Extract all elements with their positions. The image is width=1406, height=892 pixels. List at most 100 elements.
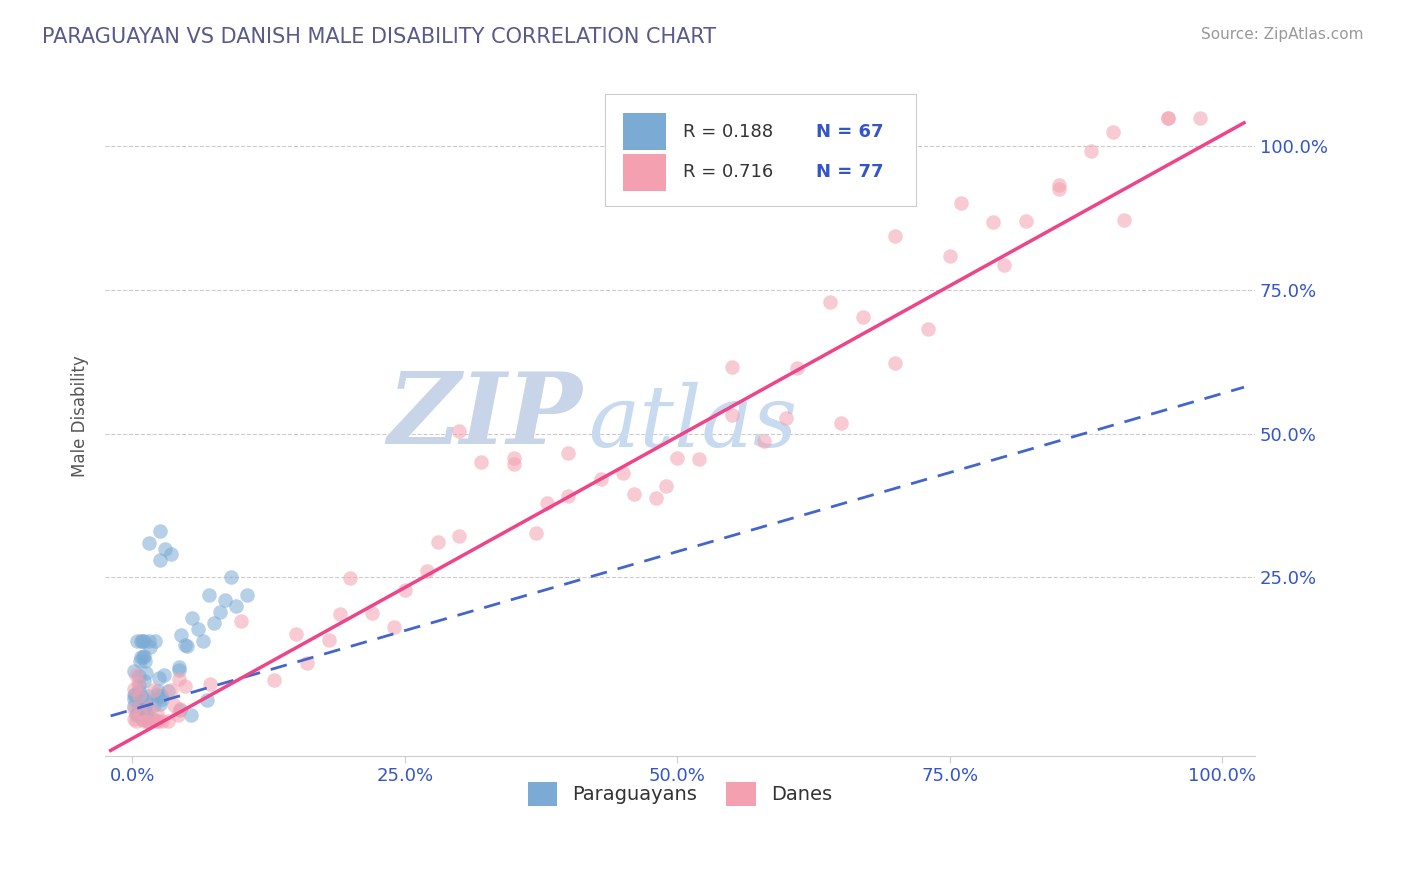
Text: R = 0.188: R = 0.188 [683, 123, 773, 141]
Point [231, 614, 253, 628]
Point [135, 692, 157, 706]
Point [132, 673, 155, 688]
Point [1157, 111, 1180, 125]
Text: R = 0.716: R = 0.716 [683, 163, 773, 181]
Point [644, 491, 666, 506]
Point [134, 714, 156, 728]
Point [143, 698, 166, 713]
Point [938, 249, 960, 263]
Text: PARAGUAYAN VS DANISH MALE DISABILITY CORRELATION CHART: PARAGUAYAN VS DANISH MALE DISABILITY COR… [42, 27, 716, 46]
Point [557, 489, 579, 503]
Point [449, 424, 471, 438]
Point [156, 714, 179, 728]
Point [295, 656, 318, 670]
Point [136, 714, 159, 728]
Point [127, 633, 149, 648]
Point [134, 654, 156, 668]
Point [169, 672, 191, 686]
Point [128, 705, 150, 719]
Point [208, 605, 231, 619]
Point [981, 215, 1004, 229]
Point [122, 689, 145, 703]
Point [1102, 125, 1125, 139]
Point [122, 699, 145, 714]
Point [146, 688, 169, 702]
Point [830, 416, 852, 430]
Point [125, 668, 148, 682]
Point [524, 526, 547, 541]
Point [134, 701, 156, 715]
Point [124, 687, 146, 701]
Point [159, 548, 181, 562]
Point [502, 458, 524, 472]
Point [623, 487, 645, 501]
Point [138, 700, 160, 714]
Point [1157, 111, 1180, 125]
Point [557, 445, 579, 459]
Point [470, 455, 492, 469]
Point [150, 690, 173, 704]
Point [426, 534, 449, 549]
Point [666, 450, 689, 465]
Point [136, 714, 159, 728]
Point [176, 640, 198, 654]
Point [339, 571, 361, 585]
Point [688, 452, 710, 467]
Point [149, 697, 172, 711]
Point [1189, 111, 1212, 125]
Point [1114, 213, 1136, 227]
Point [169, 659, 191, 673]
Point [150, 714, 173, 728]
Point [146, 684, 169, 698]
Point [187, 622, 209, 636]
Point [163, 698, 186, 712]
Point [169, 703, 191, 717]
Point [263, 673, 285, 688]
Point [884, 356, 907, 370]
Point [536, 496, 558, 510]
Point [1047, 178, 1070, 192]
Point [328, 607, 350, 622]
FancyBboxPatch shape [623, 113, 666, 151]
Point [150, 691, 173, 706]
Point [145, 714, 167, 728]
Point [1015, 214, 1038, 228]
Point [318, 633, 340, 648]
Point [917, 322, 939, 336]
Point [128, 669, 150, 683]
Point [202, 616, 225, 631]
Point [142, 713, 165, 727]
Point [131, 650, 153, 665]
Point [143, 633, 166, 648]
Point [612, 466, 634, 480]
Point [193, 633, 215, 648]
Text: atlas: atlas [588, 382, 797, 465]
Point [157, 684, 180, 698]
Point [993, 258, 1015, 272]
Point [1047, 182, 1070, 196]
Point [361, 606, 384, 620]
Point [135, 710, 157, 724]
Point [125, 707, 148, 722]
Point [949, 196, 972, 211]
FancyBboxPatch shape [606, 95, 915, 206]
Point [153, 668, 176, 682]
Point [122, 702, 145, 716]
Text: N = 77: N = 77 [815, 163, 883, 181]
Point [160, 682, 183, 697]
Point [775, 411, 797, 425]
Point [198, 677, 221, 691]
Point [127, 699, 149, 714]
Point [128, 689, 150, 703]
Point [136, 689, 159, 703]
FancyBboxPatch shape [623, 153, 666, 191]
Point [131, 690, 153, 705]
Point [394, 582, 416, 597]
Point [136, 708, 159, 723]
Point [146, 706, 169, 721]
Point [136, 714, 159, 728]
Point [149, 524, 172, 539]
Point [122, 682, 145, 697]
Point [502, 451, 524, 466]
Point [127, 676, 149, 690]
